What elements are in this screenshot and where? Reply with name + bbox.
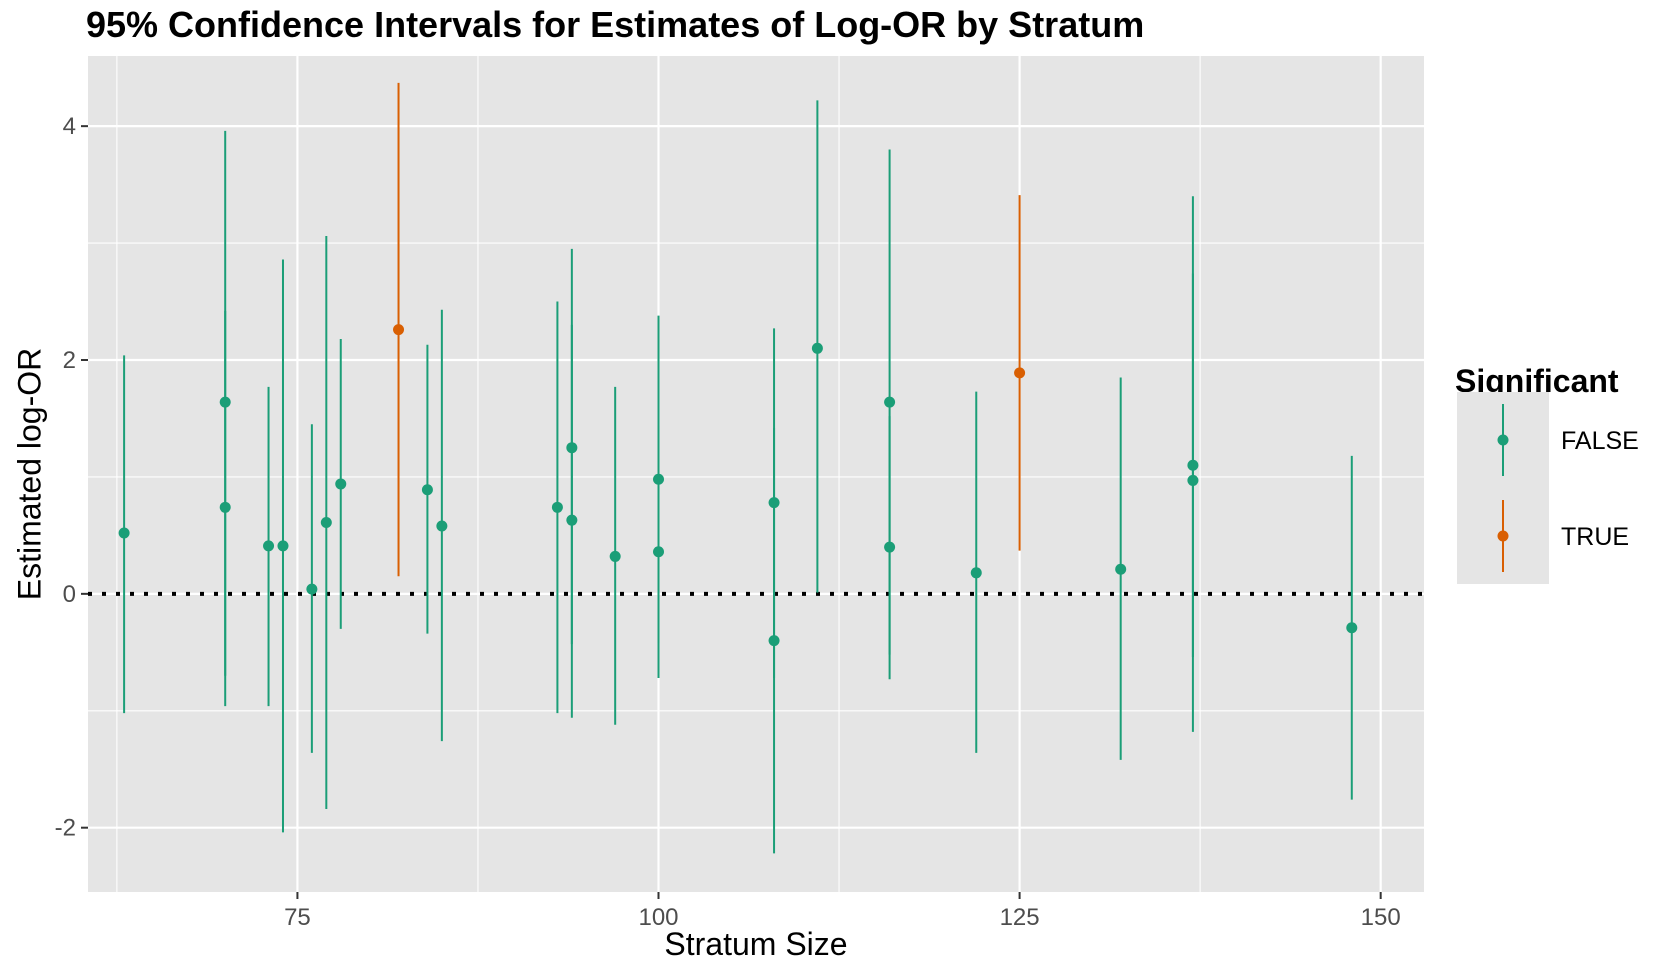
point-estimate: [219, 501, 231, 513]
data-layer: [118, 82, 1358, 854]
point-estimate: [609, 550, 621, 562]
point-estimate: [320, 517, 332, 529]
data-point-group: [263, 386, 275, 707]
point-estimate: [653, 546, 665, 558]
x-axis-title: Stratum Size: [664, 926, 847, 960]
legend-item: TRUE: [1457, 488, 1629, 584]
data-point-group: [421, 344, 433, 634]
data-point-group: [811, 100, 823, 593]
point-estimate: [436, 520, 448, 532]
point-estimate: [306, 583, 318, 595]
point-estimate: [768, 635, 780, 647]
data-point-group: [884, 416, 896, 680]
point-estimate: [811, 342, 823, 354]
point-estimate: [421, 484, 433, 496]
y-tick-label: 4: [63, 113, 76, 140]
point-estimate: [884, 541, 896, 553]
point-estimate: [118, 527, 130, 539]
point-estimate: [1014, 367, 1026, 379]
legend-label: TRUE: [1561, 523, 1629, 551]
x-tick-label: 100: [638, 904, 678, 931]
point-estimate: [335, 478, 347, 490]
y-axis-title: Estimated log-OR: [11, 348, 47, 601]
y-tick-label: 2: [63, 347, 76, 374]
x-tick-label: 125: [1000, 904, 1040, 931]
legend-item: FALSE: [1457, 392, 1639, 488]
data-point-group: [219, 310, 231, 707]
point-estimate: [263, 540, 275, 552]
point-estimate: [1187, 474, 1199, 486]
data-point-group: [335, 338, 347, 629]
point-estimate: [884, 396, 896, 408]
data-point-group: [118, 355, 130, 714]
point-estimate: [393, 324, 405, 336]
data-point-group: [320, 236, 332, 809]
y-tick-label: 0: [63, 581, 76, 608]
point-estimate: [551, 501, 563, 513]
point-estimate: [1346, 622, 1358, 634]
data-point-group: [768, 427, 780, 854]
data-point-group: [1014, 195, 1026, 551]
plot-panel: [88, 56, 1424, 892]
data-point-group: [306, 424, 318, 753]
x-tick-label: 75: [284, 904, 311, 931]
data-point-group: [393, 82, 405, 577]
data-point-group: [970, 391, 982, 753]
axes: 75 100 125 150 -2 0 2 4: [55, 113, 1401, 931]
legend-key-point: [1497, 530, 1509, 542]
data-point-group: [566, 324, 578, 718]
chart-title: 95% Confidence Intervals for Estimates o…: [86, 4, 1145, 45]
data-point-group: [1346, 455, 1358, 800]
data-point-group: [653, 425, 665, 679]
point-estimate: [566, 514, 578, 526]
data-point-group: [609, 386, 621, 725]
y-tick-label: -2: [55, 815, 76, 842]
point-estimate: [1115, 563, 1127, 575]
legend-label: FALSE: [1561, 427, 1639, 455]
x-tick-label: 150: [1361, 904, 1401, 931]
data-point-group: [551, 301, 563, 714]
point-estimate: [277, 540, 289, 552]
legend-key-point: [1497, 434, 1509, 446]
data-point-group: [277, 259, 289, 833]
data-point-group: [1187, 196, 1199, 732]
data-point-group: [1115, 377, 1127, 760]
data-point-group: [436, 309, 448, 742]
point-estimate: [970, 567, 982, 579]
